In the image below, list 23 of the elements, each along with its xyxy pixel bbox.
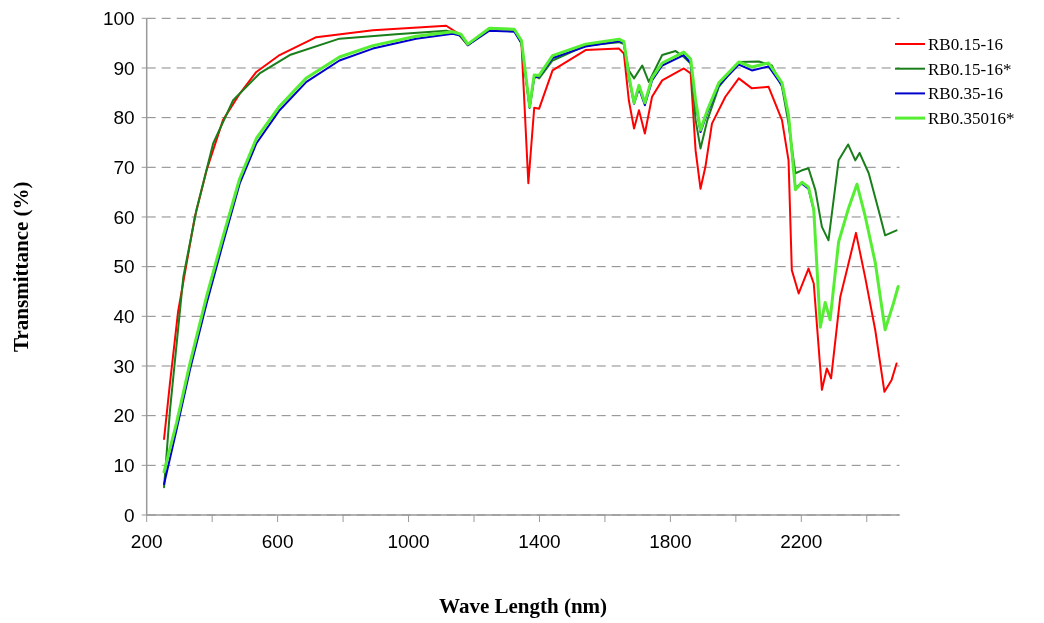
legend-label: RB0.15-16* <box>928 59 1012 79</box>
y-tick-label: 40 <box>113 305 135 327</box>
x-axis-title: Wave Length (nm) <box>439 594 608 618</box>
y-tick-label: 100 <box>103 7 135 29</box>
y-tick-label: 50 <box>113 256 135 278</box>
legend-label: RB0.15-16 <box>928 34 1004 54</box>
y-tick-label: 10 <box>113 454 135 476</box>
y-tick-label: 30 <box>113 355 135 377</box>
y-tick-label: 60 <box>113 206 135 228</box>
y-tick-label: 70 <box>113 156 135 178</box>
x-tick-label: 1400 <box>518 531 561 552</box>
x-tick-label: 600 <box>261 531 294 552</box>
legend-label: RB0.35-16 <box>928 84 1004 104</box>
x-tick-label: 1800 <box>649 531 692 552</box>
y-tick-label: 80 <box>113 107 135 129</box>
y-axis-title: Transmittance (%) <box>9 181 33 352</box>
y-tick-label: 90 <box>113 57 135 79</box>
y-tick-label: 20 <box>113 405 135 427</box>
x-tick-label: 2200 <box>780 531 823 552</box>
legend-label: RB0.35016* <box>928 109 1015 129</box>
x-tick-label: 200 <box>130 531 163 552</box>
y-tick-label: 0 <box>124 504 135 526</box>
x-tick-label: 1000 <box>387 531 430 552</box>
